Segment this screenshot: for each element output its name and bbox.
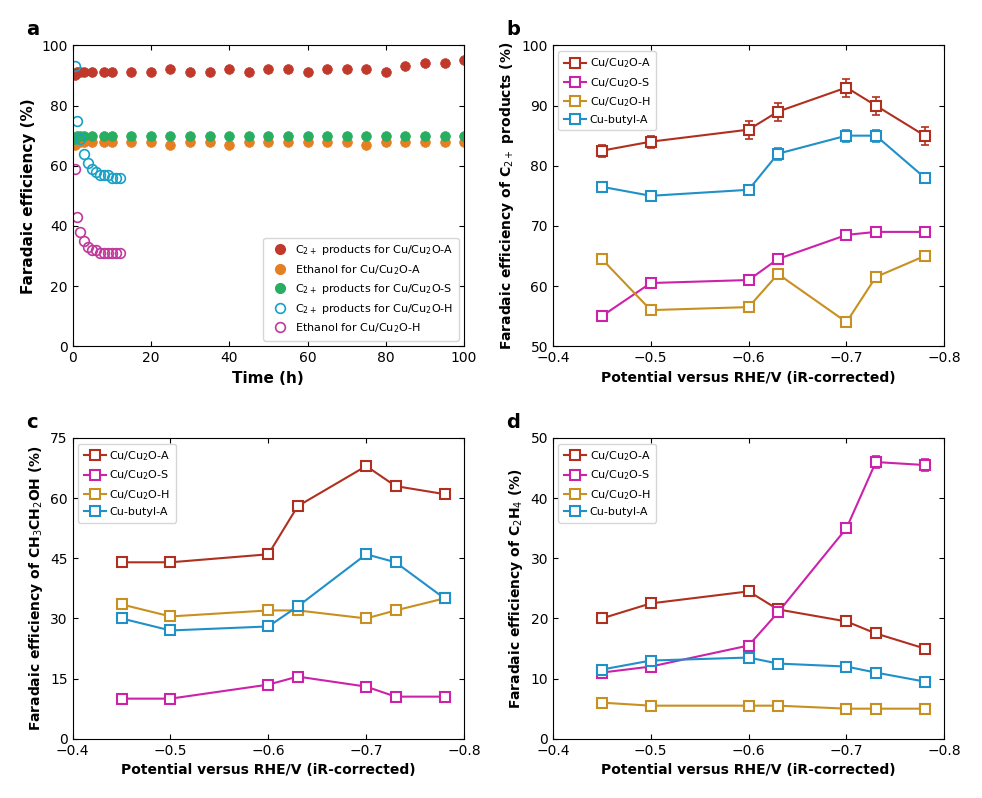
X-axis label: Time (h): Time (h)	[233, 370, 304, 385]
Text: d: d	[506, 413, 519, 432]
Legend: Cu/Cu$_2$O-A, Cu/Cu$_2$O-S, Cu/Cu$_2$O-H, Cu-butyl-A: Cu/Cu$_2$O-A, Cu/Cu$_2$O-S, Cu/Cu$_2$O-H…	[559, 51, 656, 130]
Y-axis label: Faradaic efficiency of C$_{2+}$ products (%): Faradaic efficiency of C$_{2+}$ products…	[498, 41, 517, 350]
Text: a: a	[26, 21, 38, 39]
Y-axis label: Faradaic efficiency (%): Faradaic efficiency (%)	[21, 98, 35, 294]
X-axis label: Potential versus RHE/V (iR-corrected): Potential versus RHE/V (iR-corrected)	[121, 763, 415, 777]
X-axis label: Potential versus RHE/V (iR-corrected): Potential versus RHE/V (iR-corrected)	[601, 763, 896, 777]
X-axis label: Potential versus RHE/V (iR-corrected): Potential versus RHE/V (iR-corrected)	[601, 370, 896, 385]
Y-axis label: Faradaic efficiency of CH$_3$CH$_2$OH (%): Faradaic efficiency of CH$_3$CH$_2$OH (%…	[27, 445, 44, 731]
Text: c: c	[26, 413, 37, 432]
Legend: Cu/Cu$_2$O-A, Cu/Cu$_2$O-S, Cu/Cu$_2$O-H, Cu-butyl-A: Cu/Cu$_2$O-A, Cu/Cu$_2$O-S, Cu/Cu$_2$O-H…	[79, 444, 176, 523]
Text: b: b	[506, 21, 519, 39]
Legend: C$_{2+}$ products for Cu/Cu$_2$O-A, Ethanol for Cu/Cu$_2$O-A, C$_{2+}$ products : C$_{2+}$ products for Cu/Cu$_2$O-A, Etha…	[263, 238, 459, 341]
Legend: Cu/Cu$_2$O-A, Cu/Cu$_2$O-S, Cu/Cu$_2$O-H, Cu-butyl-A: Cu/Cu$_2$O-A, Cu/Cu$_2$O-S, Cu/Cu$_2$O-H…	[559, 444, 656, 523]
Y-axis label: Faradaic efficiency of C$_2$H$_4$ (%): Faradaic efficiency of C$_2$H$_4$ (%)	[507, 468, 524, 709]
